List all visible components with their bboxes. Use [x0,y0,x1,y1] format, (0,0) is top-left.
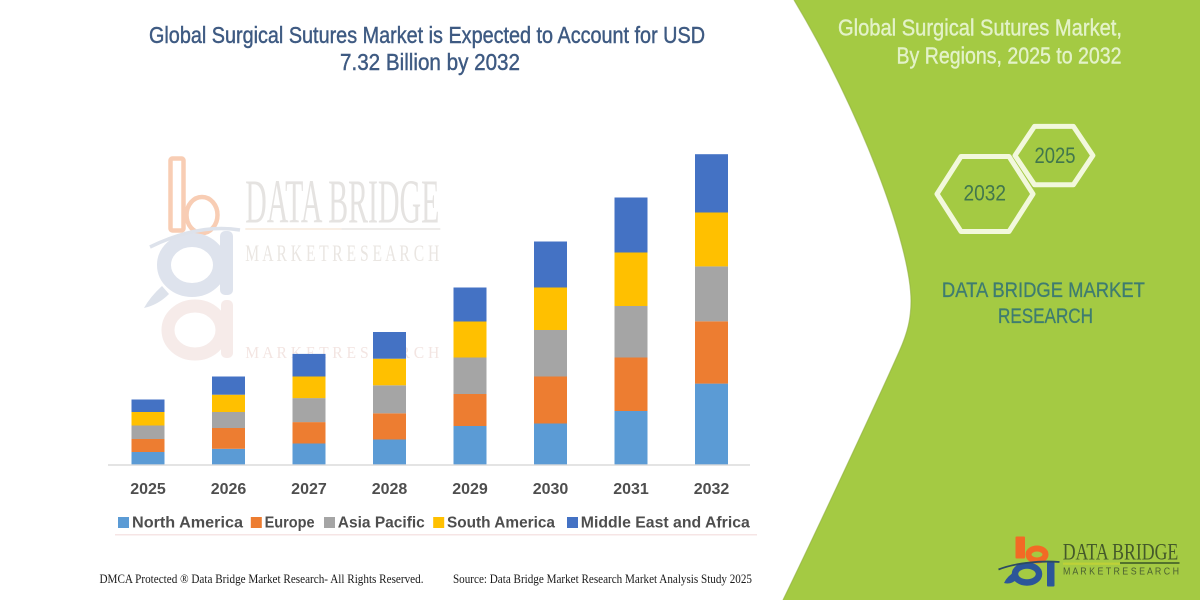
svg-text:Middle East and Africa: Middle East and Africa [581,515,750,532]
svg-text:South America: South America [447,515,555,532]
svg-text:North America: North America [132,515,243,532]
svg-text:Global Surgical Sutures Market: Global Surgical Sutures Market, [838,15,1122,41]
svg-text:2032: 2032 [694,481,730,498]
svg-text:2026: 2026 [211,481,247,498]
svg-text:M A R K E T R E S E A R C H: M A R K E T R E S E A R C H [245,241,439,266]
svg-text:2025: 2025 [1035,143,1076,168]
svg-text:2027: 2027 [291,481,327,498]
svg-text:7.32 Billion by 2032: 7.32 Billion by 2032 [340,49,520,75]
svg-text:DATA BRIDGE MARKET: DATA BRIDGE MARKET [942,278,1145,302]
svg-text:2028: 2028 [372,481,408,498]
svg-text:Asia Pacific: Asia Pacific [338,515,425,532]
svg-text:Europe: Europe [265,515,315,532]
svg-text:DATA BRIDGE: DATA BRIDGE [245,169,439,237]
svg-text:Source: Data Bridge Market Res: Source: Data Bridge Market Research Mark… [453,572,752,586]
svg-text:M A R K E T R E S E A R C H: M A R K E T R E S E A R C H [1063,567,1179,578]
svg-text:DMCA Protected ® Data Bridge M: DMCA Protected ® Data Bridge Market Rese… [100,572,424,586]
svg-text:By Regions, 2025 to 2032: By Regions, 2025 to 2032 [897,43,1122,69]
svg-text:2025: 2025 [130,481,166,498]
svg-text:2030: 2030 [533,481,569,498]
svg-text:2032: 2032 [964,181,1007,206]
svg-text:2029: 2029 [452,481,488,498]
svg-text:Global Surgical Sutures Market: Global Surgical Sutures Market is Expect… [149,22,705,48]
svg-text:RESEARCH: RESEARCH [998,304,1093,328]
svg-text:DATA BRIDGE: DATA BRIDGE [1063,540,1179,565]
svg-text:M A R K E T R E S E A R C H: M A R K E T R E S E A R C H [245,343,439,362]
svg-text:2031: 2031 [613,481,649,498]
